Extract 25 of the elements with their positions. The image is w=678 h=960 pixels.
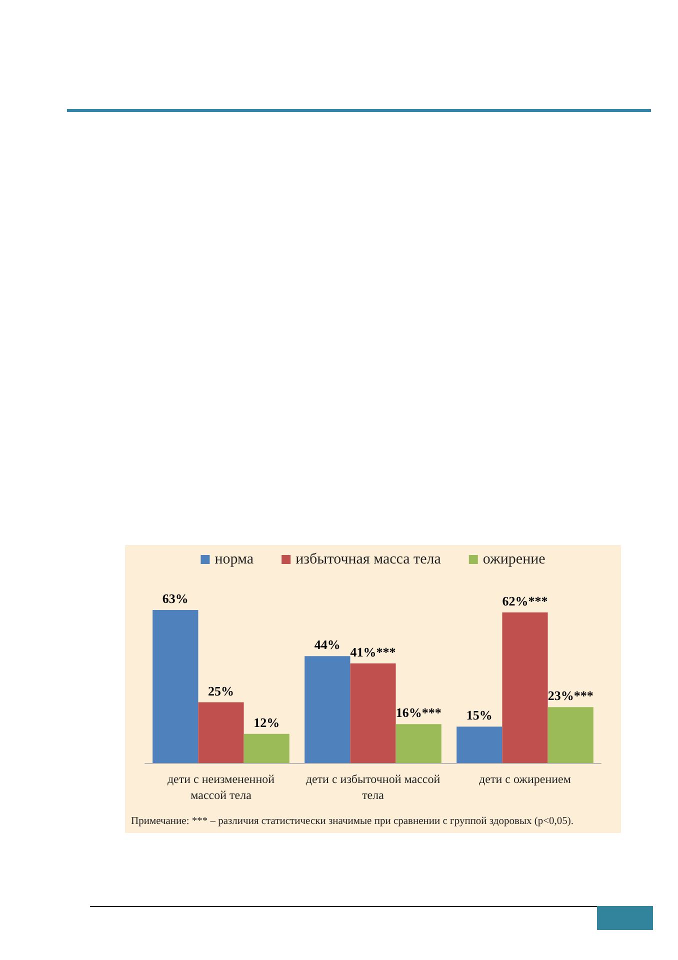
legend-label: избыточная масса тела bbox=[296, 552, 442, 568]
data-label: 62%*** bbox=[502, 593, 548, 608]
data-label: 63% bbox=[162, 591, 188, 606]
bar bbox=[456, 726, 502, 763]
bar bbox=[548, 707, 594, 763]
bar bbox=[198, 702, 244, 763]
data-label: 23%*** bbox=[548, 688, 594, 704]
bar bbox=[396, 724, 442, 763]
bar bbox=[350, 663, 396, 763]
bar bbox=[304, 656, 350, 763]
bar bbox=[502, 612, 548, 763]
data-label: 16%*** bbox=[396, 705, 442, 720]
x-tick-label: дети с неизмененной массой тела bbox=[167, 772, 276, 802]
data-label: 41%*** bbox=[350, 644, 396, 660]
legend-label: ожирение bbox=[482, 552, 546, 568]
x-tick-label: дети с ожирением bbox=[479, 772, 572, 786]
bar bbox=[152, 610, 198, 763]
data-label: 44% bbox=[314, 637, 340, 652]
text: Примечание: *** – различия статистически значимые при сравнении с группой здоровых (p<0,05). bbox=[131, 816, 574, 827]
bar bbox=[244, 734, 290, 763]
x-tick-label: дети с избыточной массой тела bbox=[306, 772, 441, 802]
data-label: 12% bbox=[254, 714, 280, 730]
data-label: 25% bbox=[208, 683, 234, 698]
data-label: 15% bbox=[466, 708, 492, 723]
legend-label: норма bbox=[214, 552, 254, 568]
